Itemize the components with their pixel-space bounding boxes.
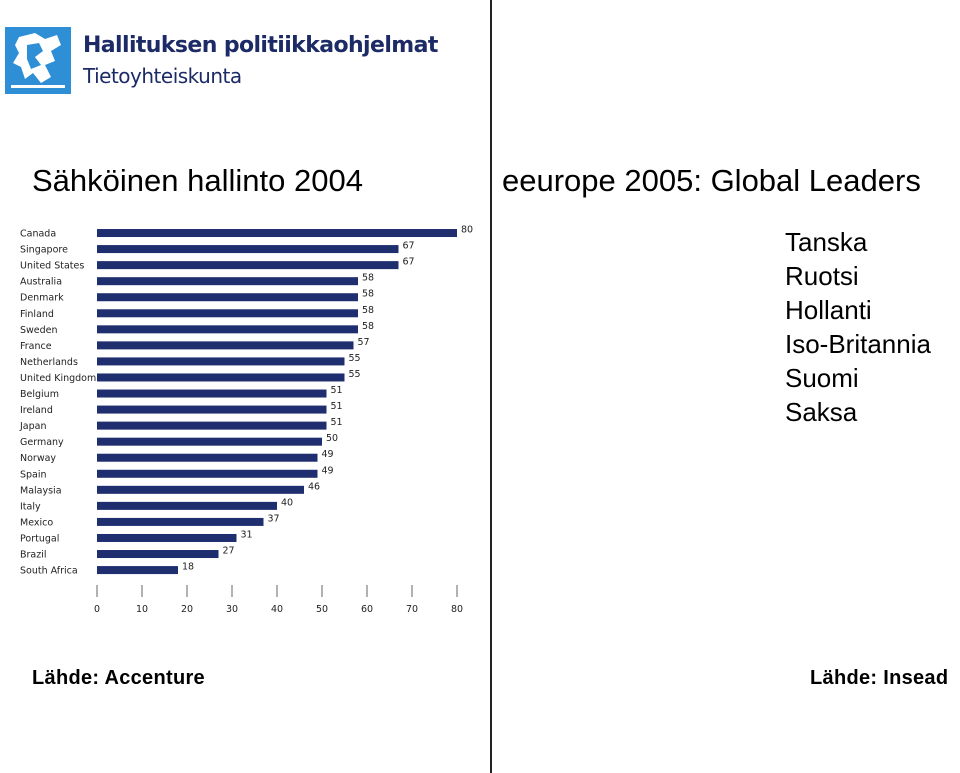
bar	[97, 341, 354, 350]
data-label: 40	[281, 497, 293, 508]
tick-label: 70	[406, 604, 418, 615]
category-label: South Africa	[20, 566, 78, 577]
data-label: 37	[268, 513, 280, 524]
bar	[97, 437, 322, 446]
data-label: 31	[241, 529, 253, 540]
bar	[97, 453, 318, 462]
data-label: 18	[182, 562, 194, 573]
logo-emblem	[5, 27, 71, 94]
tick-label: 10	[136, 604, 148, 615]
bar	[97, 533, 237, 542]
category-label: Mexico	[20, 517, 53, 528]
bar	[97, 501, 277, 510]
right-source: Lähde: Insead	[810, 667, 949, 689]
data-label: 46	[308, 481, 320, 492]
bar	[97, 309, 358, 318]
category-label: Denmark	[20, 293, 64, 304]
tick-label: 80	[451, 604, 463, 615]
category-label: Belgium	[20, 389, 59, 400]
bar	[97, 357, 345, 366]
category-label: United States	[20, 261, 84, 272]
leader-item: Ruotsi	[785, 261, 859, 291]
data-label: 57	[358, 337, 370, 348]
bar	[97, 229, 457, 238]
data-label: 58	[362, 289, 374, 300]
bar	[97, 389, 327, 398]
leader-item: Suomi	[785, 363, 859, 393]
data-label: 55	[349, 369, 361, 380]
leaders-list: Tanska Ruotsi Hollanti Iso-Britannia Suomi Sa…	[785, 225, 931, 429]
category-label: United Kingdom	[20, 373, 96, 384]
leader-item: Iso-Britannia	[785, 329, 931, 359]
category-label: Netherlands	[20, 357, 78, 368]
vertical-divider	[490, 0, 492, 773]
leader-item: Hollanti	[785, 295, 872, 325]
data-label: 49	[322, 465, 334, 476]
logo: Hallituksen politiikkaohjelmat Tietoyhte…	[5, 27, 438, 95]
data-label: 67	[403, 241, 415, 252]
data-label: 50	[326, 433, 338, 444]
data-label: 55	[349, 353, 361, 364]
left-title: Sähköinen hallinto 2004	[32, 163, 363, 198]
bar	[97, 421, 327, 430]
data-label: 51	[331, 417, 343, 428]
category-label: Norway	[20, 453, 56, 464]
right-title: eeurope 2005: Global Leaders	[502, 163, 921, 198]
category-label: Japan	[19, 421, 47, 432]
category-label: Finland	[20, 309, 54, 320]
bar	[97, 277, 358, 286]
data-label: 27	[223, 546, 235, 557]
data-label: 58	[362, 321, 374, 332]
tick-label: 50	[316, 604, 328, 615]
left-source: Lähde: Accenture	[32, 667, 205, 689]
logo-title: Hallituksen politiikkaohjelmat	[83, 33, 438, 58]
leader-item: Tanska	[785, 227, 868, 257]
data-label: 80	[461, 225, 473, 236]
bar	[97, 245, 399, 254]
data-label: 49	[322, 449, 334, 460]
data-label: 58	[362, 273, 374, 284]
category-label: Italy	[20, 501, 41, 512]
tick-label: 40	[271, 604, 283, 615]
data-label: 58	[362, 305, 374, 316]
category-label: Australia	[20, 277, 62, 288]
data-label: 67	[403, 257, 415, 268]
bar	[97, 261, 399, 270]
bar	[97, 566, 178, 575]
data-label: 51	[331, 385, 343, 396]
category-label: Brazil	[20, 550, 47, 561]
logo-subtitle: Tietoyhteiskunta	[83, 64, 242, 88]
tick-label: 60	[361, 604, 373, 615]
category-label: Ireland	[20, 405, 53, 416]
tick-label: 30	[226, 604, 238, 615]
bar	[97, 405, 327, 414]
category-label: France	[20, 341, 52, 352]
bar	[97, 293, 358, 302]
category-label: Canada	[20, 229, 56, 240]
tick-label: 0	[94, 604, 100, 615]
category-label: Germany	[20, 437, 64, 448]
egovernment-bar-chart: Canada 80 Singapore 67 United States 67 Austra…	[19, 225, 473, 615]
data-label: 51	[331, 401, 343, 412]
category-label: Sweden	[20, 325, 58, 336]
bar	[97, 469, 318, 478]
tick-label: 20	[181, 604, 193, 615]
category-label: Spain	[20, 469, 47, 480]
category-label: Malaysia	[20, 485, 62, 496]
category-label: Singapore	[20, 245, 68, 256]
lion-icon	[11, 33, 65, 88]
bar	[97, 517, 264, 526]
leader-item: Saksa	[785, 397, 858, 427]
bar	[97, 550, 219, 559]
bar	[97, 485, 304, 494]
bar	[97, 325, 358, 334]
bar	[97, 373, 345, 382]
category-label: Portugal	[20, 533, 59, 544]
